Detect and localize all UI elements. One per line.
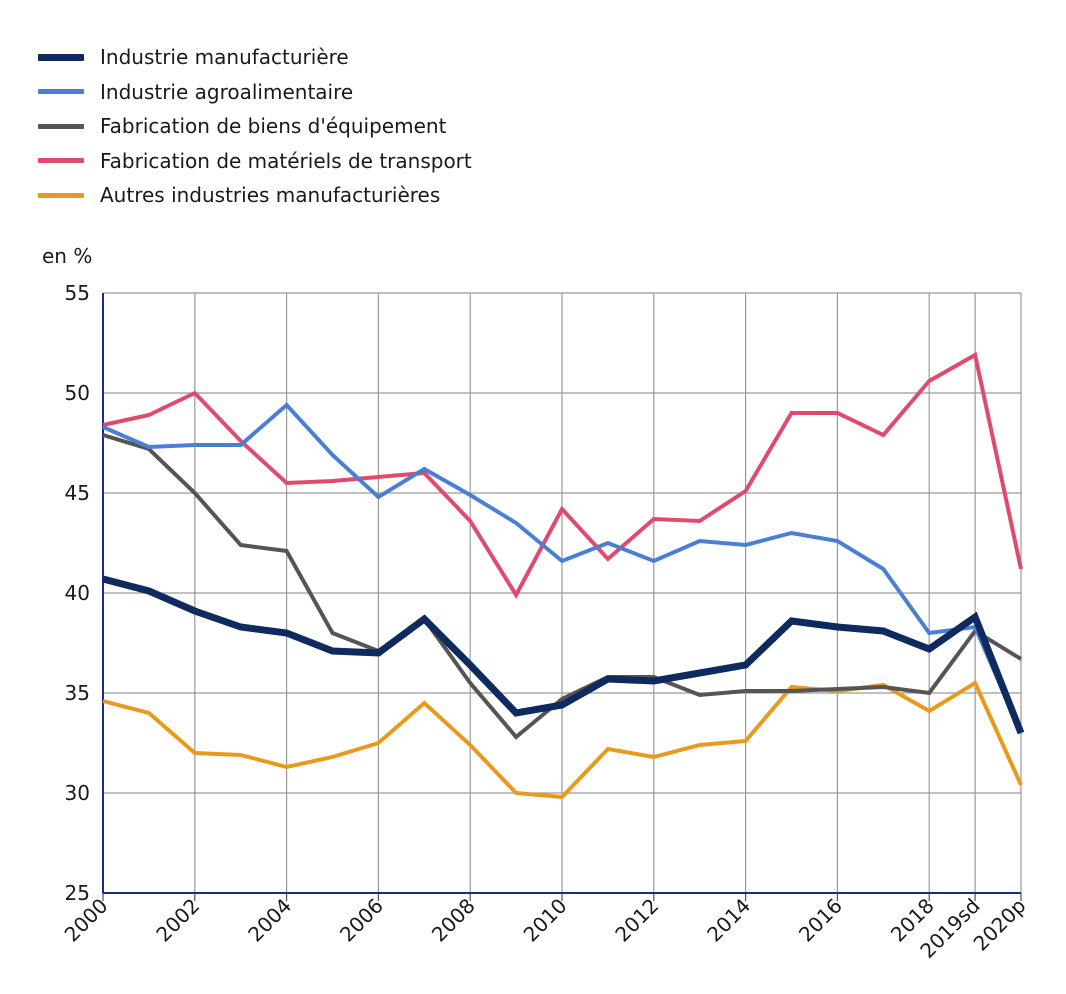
- x-tick-label: 2008: [427, 894, 480, 947]
- legend-label: Fabrication de matériels de transport: [100, 148, 472, 173]
- legend-swatch: [38, 158, 84, 164]
- series-line-0: [102, 575, 1025, 735]
- legend-label: Autres industries manufacturières: [100, 183, 441, 208]
- legend-swatch: [38, 192, 84, 198]
- x-tick-label: 2002: [151, 894, 204, 947]
- legend-swatch: [38, 123, 84, 129]
- x-tick-labels: 2000 2002 2004 2006 2008 2010 2012 2014 2016 2018…: [60, 894, 1031, 963]
- x-tick-label: 2004: [243, 894, 296, 947]
- y-tick-label: 45: [65, 481, 90, 505]
- legend: Industrie manufacturière Industrie agroa…: [38, 40, 472, 213]
- x-tick-label: 2012: [610, 894, 663, 947]
- x-tick-label: 2010: [519, 894, 572, 947]
- legend-swatch: [38, 89, 84, 95]
- legend-item-materiels-transport: Fabrication de matériels de transport: [38, 144, 472, 179]
- series-line-2: [102, 433, 1023, 740]
- series-line-3: [102, 351, 1023, 600]
- legend-item-autres-industries: Autres industries manufacturières: [38, 178, 472, 213]
- series-lines: [102, 351, 1025, 800]
- axes: [102, 293, 1022, 901]
- x-tick-label: 2014: [702, 894, 755, 947]
- x-tick-label: 2006: [335, 894, 388, 947]
- series-line-1: [102, 402, 1023, 734]
- grid: [103, 292, 1022, 893]
- x-tick-label: 2020p: [969, 894, 1031, 956]
- y-tick-label: 55: [65, 281, 90, 305]
- y-tick-label: 50: [65, 381, 90, 405]
- legend-item-biens-equipement: Fabrication de biens d'équipement: [38, 109, 472, 144]
- legend-label: Industrie agroalimentaire: [100, 79, 354, 104]
- y-tick-label: 40: [65, 581, 90, 605]
- legend-label: Fabrication de biens d'équipement: [100, 114, 447, 139]
- y-tick-labels: 25 30 35 40 45 50 55: [65, 281, 90, 905]
- y-tick-label: 25: [65, 881, 90, 905]
- legend-swatch: [38, 53, 84, 61]
- legend-item-industrie-manufacturiere: Industrie manufacturière: [38, 40, 472, 75]
- legend-label: Industrie manufacturière: [100, 45, 349, 70]
- x-tick-label: 2016: [794, 894, 847, 947]
- legend-item-industrie-agroalimentaire: Industrie agroalimentaire: [38, 75, 472, 110]
- y-tick-label: 35: [65, 681, 90, 705]
- y-tick-label: 30: [65, 781, 90, 805]
- y-axis-unit-label: en %: [42, 244, 93, 268]
